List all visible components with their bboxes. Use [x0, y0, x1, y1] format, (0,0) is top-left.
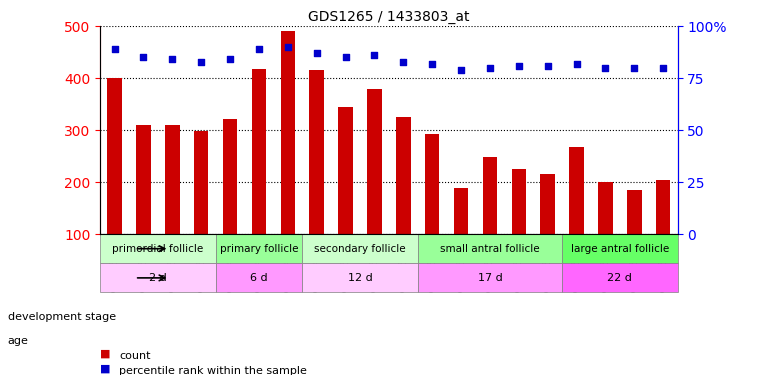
- Bar: [367, 88, 382, 286]
- Bar: [136, 125, 151, 286]
- Bar: [310, 70, 324, 286]
- Text: secondary follicle: secondary follicle: [314, 244, 406, 254]
- FancyBboxPatch shape: [562, 234, 678, 263]
- Text: small antral follicle: small antral follicle: [440, 244, 540, 254]
- Text: large antral follicle: large antral follicle: [571, 244, 669, 254]
- Point: [484, 65, 496, 71]
- Bar: [454, 188, 468, 286]
- Point: [224, 57, 236, 63]
- Bar: [425, 134, 440, 286]
- Point: [253, 46, 265, 52]
- FancyBboxPatch shape: [100, 234, 216, 263]
- Text: count: count: [119, 351, 151, 361]
- Text: 17 d: 17 d: [477, 273, 502, 283]
- FancyBboxPatch shape: [100, 263, 216, 292]
- Point: [340, 54, 352, 60]
- FancyBboxPatch shape: [302, 263, 417, 292]
- Bar: [656, 180, 671, 286]
- Point: [628, 65, 641, 71]
- Bar: [165, 125, 179, 286]
- Bar: [511, 169, 526, 286]
- Bar: [338, 107, 353, 286]
- Bar: [194, 131, 209, 286]
- Text: 6 d: 6 d: [250, 273, 268, 283]
- FancyBboxPatch shape: [302, 234, 417, 263]
- Point: [426, 61, 438, 67]
- Text: ■: ■: [100, 348, 111, 358]
- Text: primordial follicle: primordial follicle: [112, 244, 203, 254]
- Point: [137, 54, 149, 60]
- Text: 2 d: 2 d: [149, 273, 167, 283]
- Text: development stage: development stage: [8, 312, 115, 322]
- Bar: [598, 182, 613, 286]
- FancyBboxPatch shape: [562, 263, 678, 292]
- Bar: [569, 147, 584, 286]
- FancyBboxPatch shape: [216, 263, 302, 292]
- Title: GDS1265 / 1433803_at: GDS1265 / 1433803_at: [308, 10, 470, 24]
- Point: [282, 44, 294, 50]
- Point: [310, 50, 323, 56]
- Point: [368, 53, 380, 58]
- Bar: [483, 157, 497, 286]
- Text: ■: ■: [100, 363, 111, 373]
- Bar: [107, 78, 122, 286]
- Bar: [223, 119, 237, 286]
- Point: [599, 65, 611, 71]
- Text: 22 d: 22 d: [608, 273, 632, 283]
- Point: [513, 63, 525, 69]
- FancyBboxPatch shape: [216, 234, 302, 263]
- FancyBboxPatch shape: [417, 263, 562, 292]
- Point: [109, 46, 121, 52]
- Text: percentile rank within the sample: percentile rank within the sample: [119, 366, 307, 375]
- Bar: [252, 69, 266, 286]
- Point: [455, 67, 467, 73]
- Bar: [627, 190, 641, 286]
- Bar: [280, 32, 295, 286]
- FancyBboxPatch shape: [417, 234, 562, 263]
- Point: [397, 58, 410, 64]
- Text: 12 d: 12 d: [347, 273, 373, 283]
- Bar: [396, 117, 410, 286]
- Bar: [541, 174, 555, 286]
- Point: [657, 65, 669, 71]
- Point: [195, 58, 207, 64]
- Point: [541, 63, 554, 69]
- Text: primary follicle: primary follicle: [219, 244, 298, 254]
- Point: [571, 61, 583, 67]
- Text: age: age: [8, 336, 28, 346]
- Point: [166, 57, 179, 63]
